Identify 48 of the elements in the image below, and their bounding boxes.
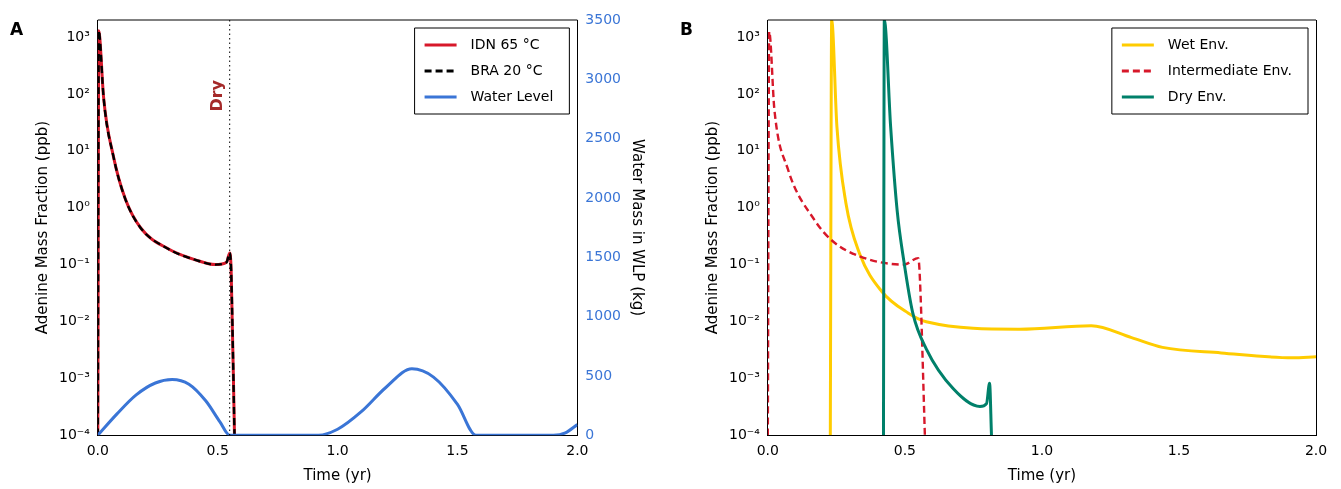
y2-tick-label: 3500 [585, 10, 622, 27]
x-tick-label: 0.0 [756, 442, 779, 459]
y-tick-label: 10⁰ [66, 198, 91, 215]
y-tick-label: 10¹ [66, 141, 90, 158]
x-tick-label: 1.0 [1030, 442, 1054, 459]
y2-tick-label: 2500 [585, 129, 622, 146]
y-tick-label: 10⁻¹ [728, 255, 760, 272]
text: B [680, 18, 693, 39]
legend-label: BRA 20 °C [470, 61, 543, 78]
x-axis-title: Time (yr) [302, 465, 372, 484]
y-tick-label: 10⁻⁴ [728, 425, 761, 442]
y-tick-label: 10² [736, 84, 760, 101]
x-tick-label: 0.5 [893, 442, 916, 459]
y2-tick-label: 3000 [585, 69, 622, 86]
y2-tick-label: 1500 [585, 247, 622, 264]
text: A [10, 18, 24, 39]
legend-label: Dry Env. [1167, 87, 1227, 104]
x-tick-label: 0.0 [86, 442, 109, 459]
y-tick-label: 10⁻² [58, 312, 90, 329]
y2-axis-title: Water Mass in WLP (kg) [629, 139, 648, 317]
y-tick-label: 10⁻³ [728, 368, 760, 385]
ref-line-label: Dry [206, 79, 226, 112]
x-axis-title: Time (yr) [1006, 465, 1077, 484]
x-tick-label: 2.0 [1304, 442, 1328, 459]
legend-label: Wet Env. [1167, 35, 1229, 52]
y-tick-label: 10¹ [736, 141, 760, 158]
y-tick-label: 10³ [66, 27, 90, 44]
y-tick-label: 10⁻¹ [58, 255, 90, 272]
x-tick-label: 1.5 [1167, 442, 1191, 459]
y-axis-title: Adenine Mass Fraction (ppb) [32, 120, 51, 335]
y2-tick-label: 1000 [585, 307, 622, 324]
y2-tick-label: 2000 [585, 188, 622, 205]
y-tick-label: 10² [66, 84, 90, 101]
y-tick-label: 10³ [736, 27, 760, 44]
x-tick-label: 2.0 [566, 442, 589, 459]
y2-tick-label: 0 [585, 425, 595, 442]
x-tick-label: 0.5 [206, 442, 229, 459]
legend-label: IDN 65 °C [470, 35, 540, 52]
y-tick-label: 10⁻⁴ [58, 425, 91, 442]
x-tick-label: 1.0 [326, 442, 349, 459]
y-tick-label: 10⁻³ [58, 368, 90, 385]
y2-tick-label: 500 [585, 366, 613, 383]
legend-label: Water Level [470, 87, 554, 104]
legend-label: Intermediate Env. [1167, 61, 1292, 78]
y-axis-title: Adenine Mass Fraction (ppb) [702, 120, 721, 335]
x-tick-label: 1.5 [446, 442, 469, 459]
y-tick-label: 10⁰ [736, 198, 761, 215]
y-tick-label: 10⁻² [728, 312, 760, 329]
